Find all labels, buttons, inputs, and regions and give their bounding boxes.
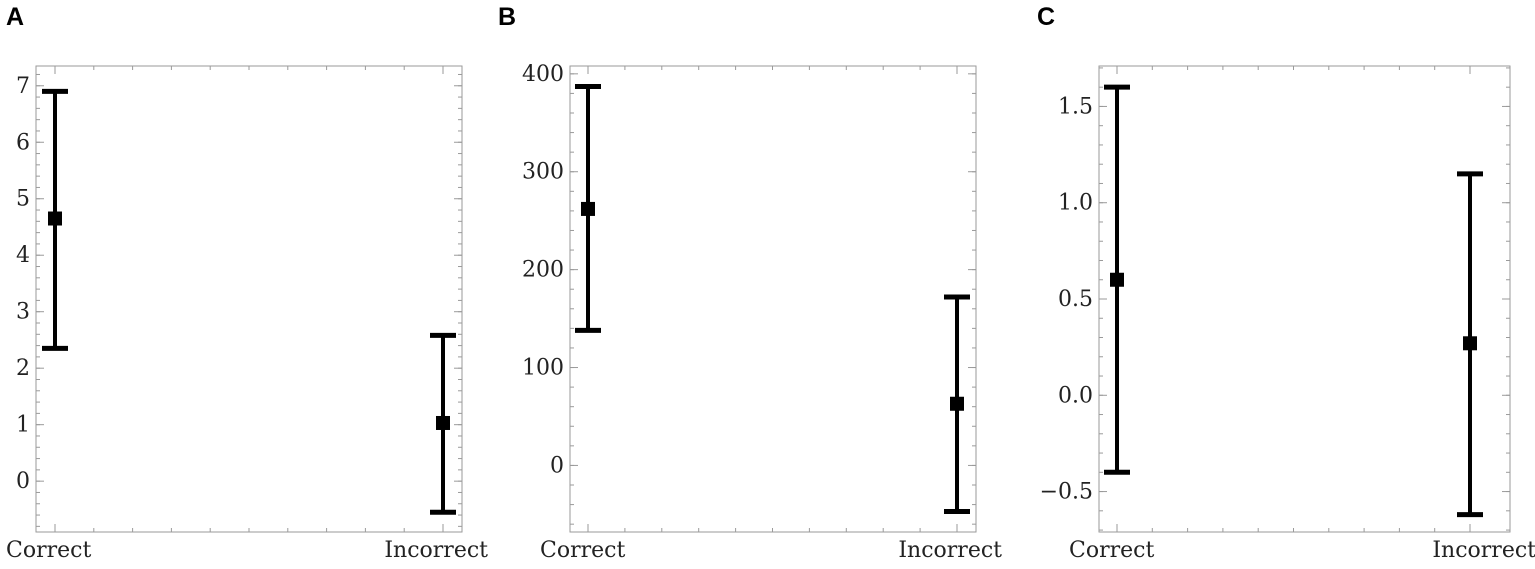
mean-marker bbox=[1463, 336, 1477, 351]
panel-letter: A bbox=[6, 3, 24, 31]
panel-letter: B bbox=[498, 3, 516, 31]
y-tick-label: 0 bbox=[550, 453, 564, 478]
y-tick-label: 3 bbox=[16, 300, 30, 325]
y-tick-label: 200 bbox=[522, 258, 564, 283]
x-category-label: Incorrect bbox=[384, 538, 488, 563]
y-tick-label: 6 bbox=[16, 130, 30, 155]
y-tick-label: 300 bbox=[522, 160, 564, 185]
plot-frame bbox=[569, 65, 977, 533]
y-tick-label: 2 bbox=[16, 356, 30, 381]
y-tick-label: 7 bbox=[16, 74, 30, 99]
panel-letter: C bbox=[1037, 3, 1055, 31]
plot-frame bbox=[1098, 65, 1511, 533]
x-category-label: Incorrect bbox=[1432, 538, 1535, 563]
y-tick-label: 0 bbox=[16, 469, 30, 494]
y-tick-label: −0.5 bbox=[1040, 480, 1093, 505]
y-tick-label: 5 bbox=[16, 187, 30, 212]
mean-marker bbox=[950, 396, 964, 411]
y-tick-label: 0.0 bbox=[1058, 383, 1093, 408]
plot-frame bbox=[35, 65, 463, 533]
panel-c: C −0.5 0.0 0.5 1.0 1.5 Correct Incorrect bbox=[1037, 3, 1535, 563]
y-tick-label: 400 bbox=[522, 62, 564, 87]
y-tick-label: 0.5 bbox=[1058, 287, 1093, 312]
y-tick-label: 1 bbox=[16, 413, 30, 438]
y-tick-label: 1.0 bbox=[1058, 191, 1093, 216]
mean-marker bbox=[48, 211, 62, 226]
panel-a: A 0 1 2 3 4 5 6 7 Correct Incorrect bbox=[6, 3, 488, 563]
x-category-label: Incorrect bbox=[898, 538, 1002, 563]
x-category-label: Correct bbox=[540, 538, 625, 563]
y-tick-label: 100 bbox=[522, 356, 564, 381]
y-tick-label: 1.5 bbox=[1058, 94, 1093, 119]
x-category-label: Correct bbox=[6, 538, 91, 563]
panel-b: B 0 100 200 300 400 Correct Incorrect bbox=[498, 3, 1002, 563]
mean-marker bbox=[436, 415, 450, 430]
mean-marker bbox=[1110, 272, 1124, 287]
x-category-label: Correct bbox=[1069, 538, 1154, 563]
mean-marker bbox=[581, 201, 595, 216]
y-tick-label: 4 bbox=[16, 243, 30, 268]
